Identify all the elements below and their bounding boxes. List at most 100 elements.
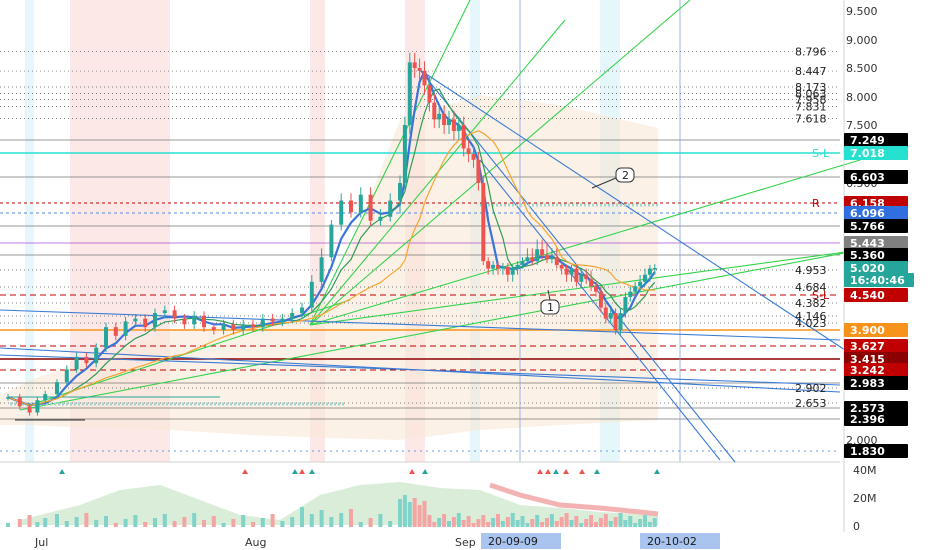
volume-bar xyxy=(447,521,451,527)
volume-bar xyxy=(202,520,206,527)
price-tags: 7.2497.018S-L6.6036.158R6.0965.7665.4435… xyxy=(812,133,914,458)
volume-bar xyxy=(628,516,633,527)
price-tick: 7.500 xyxy=(846,119,878,132)
candle-body xyxy=(84,356,89,364)
volume-bar xyxy=(402,495,407,527)
volume-bar xyxy=(221,523,226,527)
volume-bar xyxy=(6,523,10,527)
volume-bar xyxy=(515,520,520,527)
level-label: 8.796 xyxy=(795,45,827,58)
level-label: 4.953 xyxy=(795,264,827,277)
volume-bar xyxy=(569,520,574,527)
price-tick: 8.000 xyxy=(846,91,878,104)
trend-line xyxy=(309,0,471,326)
volume-bar xyxy=(290,517,295,527)
volume-bar xyxy=(113,523,118,527)
candle-body xyxy=(520,261,525,265)
signal-marker xyxy=(299,469,305,474)
volume-bar xyxy=(491,518,496,527)
candle-body xyxy=(554,257,559,265)
volume-tick: 0 xyxy=(853,520,860,533)
volume-bar xyxy=(618,513,623,527)
volume-bar xyxy=(451,517,456,527)
signal-marker xyxy=(59,469,65,474)
candle-body xyxy=(594,286,598,292)
candle-body xyxy=(358,194,363,213)
level-label: 2.902 xyxy=(795,382,827,395)
candle-body xyxy=(64,369,69,383)
volume-bar xyxy=(554,521,559,527)
volume-bar xyxy=(540,522,545,527)
volume-bar xyxy=(545,518,549,527)
volume-bar xyxy=(172,521,177,527)
level-label: 2.653 xyxy=(795,397,827,410)
price-tag-text: 6.603 xyxy=(850,171,885,184)
candle-body xyxy=(221,324,226,330)
signal-marker xyxy=(292,469,298,474)
time-axis: Jul Aug Sep 20-09-09 20-10-02 xyxy=(34,533,720,549)
volume-bar xyxy=(476,519,481,527)
volume-bar xyxy=(471,523,476,527)
candle-body xyxy=(319,257,324,282)
level-label: 4.684 xyxy=(795,281,827,294)
level-label: 4.382 xyxy=(795,297,827,310)
price-tag-text: 3.242 xyxy=(850,364,885,377)
volume-bar xyxy=(153,518,157,527)
candle-body xyxy=(491,264,496,269)
annotation-callout xyxy=(615,167,635,183)
volume-bar xyxy=(608,521,613,527)
price-tag-text: 6.096 xyxy=(850,207,885,220)
volume-bar xyxy=(300,507,304,527)
trend-lines xyxy=(0,0,861,463)
price-tag xyxy=(844,261,908,275)
volume-bar xyxy=(211,516,216,527)
price-tag xyxy=(844,323,908,337)
price-tag-text: 7.249 xyxy=(850,134,885,147)
range-shading xyxy=(0,95,658,440)
volume-bar xyxy=(192,513,197,527)
candle-body xyxy=(638,281,643,287)
date-tag xyxy=(481,533,561,549)
candle-body xyxy=(471,154,476,160)
volume-bar xyxy=(339,513,344,527)
volume-bar xyxy=(388,521,393,527)
volume-bar xyxy=(530,519,535,527)
price-tick: 9.000 xyxy=(846,34,878,47)
price-tag xyxy=(844,339,908,353)
candles xyxy=(6,52,657,416)
tag-prefix: R xyxy=(812,197,820,210)
candle-body xyxy=(407,62,412,125)
time-label: Aug xyxy=(245,536,266,549)
candle-body xyxy=(623,297,628,314)
candle-body xyxy=(17,397,22,407)
level-label: 8.173 xyxy=(795,81,827,94)
candle-body xyxy=(55,382,59,395)
candle-body xyxy=(427,85,432,103)
volume-bar xyxy=(35,522,40,527)
trend-line xyxy=(309,0,691,326)
candle-body xyxy=(35,400,40,413)
candle-body xyxy=(388,200,393,217)
volume-bar xyxy=(594,522,598,527)
price-tag xyxy=(844,133,908,147)
candle-body xyxy=(574,268,579,282)
candle-body xyxy=(559,264,564,269)
volume-bar xyxy=(349,509,353,527)
annotation-text: 2 xyxy=(622,169,629,182)
level-label: 4.023 xyxy=(795,317,827,330)
volume-bar xyxy=(329,517,334,527)
candle-body xyxy=(584,274,589,280)
price-tag xyxy=(844,363,908,377)
volume-bar xyxy=(407,502,412,527)
candle-body xyxy=(43,394,48,401)
candle-body xyxy=(172,310,177,319)
volume-bar xyxy=(27,515,32,527)
signal-marker xyxy=(654,469,660,474)
candle-body xyxy=(628,291,633,298)
volume-bar xyxy=(378,514,383,527)
candle-body xyxy=(402,125,407,184)
volume-bar xyxy=(74,517,79,527)
volume-bar xyxy=(603,514,608,527)
volume-bar xyxy=(481,515,486,527)
